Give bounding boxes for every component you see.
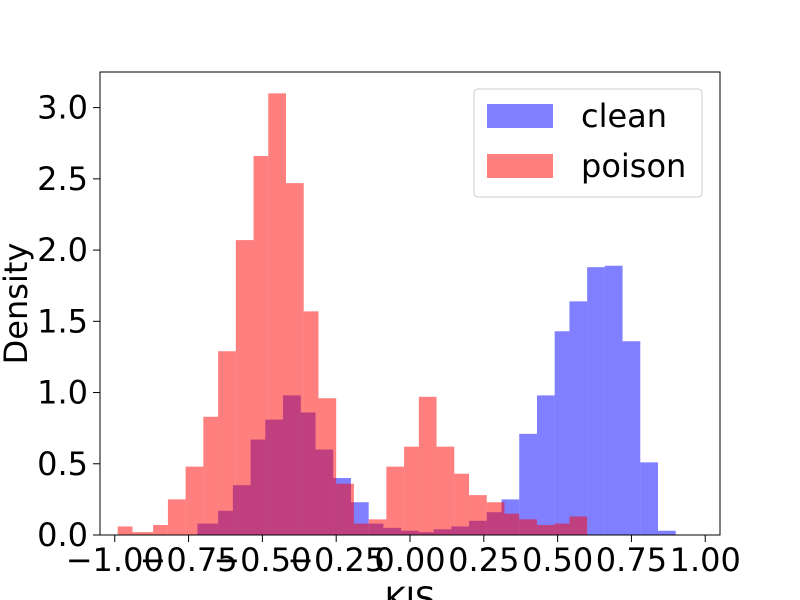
bar-clean-23 [587,267,605,535]
bar-poison-14 [353,523,369,535]
bar-poison-9 [268,93,286,535]
series-poison-bars [117,93,588,535]
bar-poison-17 [404,446,419,535]
bar-poison-11 [303,311,319,535]
legend-swatch-poison [487,154,553,178]
bar-poison-27 [569,516,588,535]
x-axis: −1.00−0.75−0.50−0.250.00 0.25 0.50 0.75 1.00 [66,535,741,579]
bar-poison-19 [436,446,455,535]
bar-clean-19 [519,433,537,535]
x-tick-label: −0.50 [213,541,311,579]
bar-poison-15 [368,519,387,535]
bar-clean-21 [554,331,570,535]
x-tick-label: 0.75 [596,541,667,579]
bar-poison-2 [153,525,168,535]
x-axis-title: KIS [385,580,436,600]
bar-poison-26 [554,523,570,535]
bar-poison-18 [418,396,437,535]
x-tick-label: −0.75 [140,541,238,579]
x-tick-label: −0.25 [287,541,385,579]
bar-poison-24 [519,519,537,535]
y-axis: 0.0 0.5 1.0 1.5 2.0 2.5 3.0 [37,89,100,554]
bar-clean-25 [622,341,641,535]
bar-poison-0 [117,526,133,535]
x-tick-label: −1.00 [66,541,164,579]
y-tick-label: 3.0 [37,89,88,127]
x-tick-label: 1.00 [670,541,741,579]
bar-poison-3 [167,499,186,535]
x-tick-label: 0.00 [374,541,445,579]
bar-poison-4 [185,466,204,535]
legend-label-poison: poison [581,147,686,185]
y-tick-label: 0.5 [37,445,88,483]
bar-poison-22 [486,502,505,535]
x-tick-label: 0.50 [522,541,593,579]
bar-poison-10 [286,183,304,535]
y-tick-label: 1.5 [37,302,88,340]
bar-poison-16 [386,466,405,535]
bar-clean-24 [604,265,623,535]
bar-poison-13 [336,483,354,535]
y-tick-label: 1.0 [37,374,88,412]
bar-poison-1 [132,532,154,535]
bar-poison-20 [454,473,470,535]
bar-poison-21 [469,495,487,535]
bar-poison-12 [318,398,337,535]
y-axis-title: Density [0,243,35,365]
bar-poison-5 [203,416,219,535]
legend: clean poison [473,88,703,198]
x-tick-label: 0.25 [448,541,519,579]
bar-poison-25 [536,525,555,535]
bar-clean-22 [569,301,588,535]
legend-swatch-clean [487,104,553,128]
bar-poison-23 [504,513,520,535]
bar-clean-26 [640,462,658,535]
bar-clean-27 [658,530,676,535]
legend-label-clean: clean [581,97,667,135]
bar-poison-7 [235,240,254,535]
bar-poison-8 [253,156,269,535]
y-tick-label: 0.0 [37,516,88,554]
bar-poison-6 [218,351,236,535]
y-tick-label: 2.5 [37,160,88,198]
y-tick-label: 2.0 [37,231,88,269]
bar-clean-20 [536,395,555,535]
